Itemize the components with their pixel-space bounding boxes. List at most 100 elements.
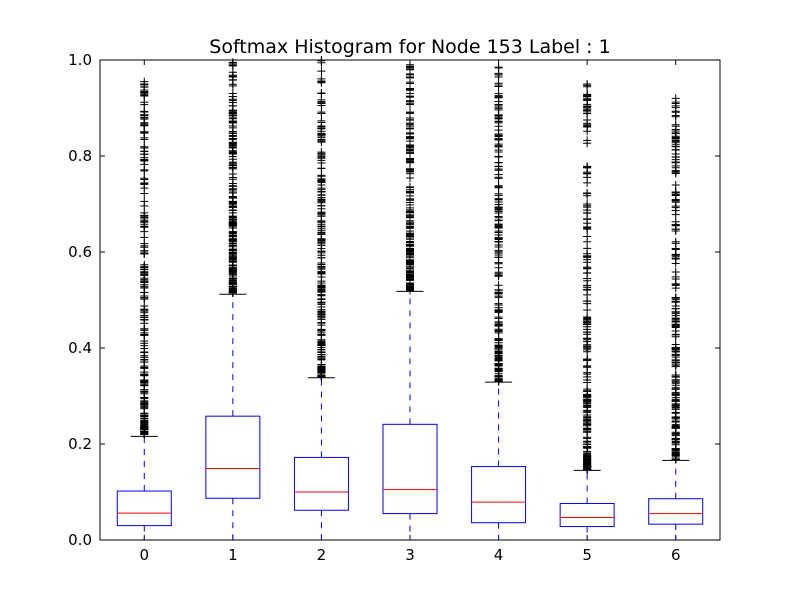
outlier-marker [317,239,326,248]
outlier-marker [140,356,149,365]
outlier-marker [317,133,326,142]
outlier-marker [494,93,503,102]
y-tick-label: 0.4 [68,339,92,357]
outlier-marker [494,146,503,155]
outlier-marker [583,191,592,200]
x-tick-label: 1 [228,546,238,564]
outlier-marker [494,79,503,88]
outlier-marker [228,241,237,250]
outlier-marker [406,60,414,69]
outlier-markers [583,80,592,474]
outlier-marker [317,345,326,354]
outlier-markers [494,63,503,386]
outlier-marker [583,306,592,315]
outlier-marker [671,347,680,356]
outlier-marker [583,425,592,434]
outlier-marker [317,77,326,86]
outlier-marker [671,149,680,158]
outlier-markers [317,56,326,381]
outlier-marker [494,173,503,182]
outlier-marker [494,166,503,175]
outlier-marker [583,316,592,325]
outlier-marker [140,315,149,324]
outlier-marker [494,334,503,343]
outlier-marker [140,348,149,357]
outlier-marker [406,196,414,205]
outlier-marker [406,182,414,191]
outlier-marker [583,345,592,354]
outlier-marker [317,268,326,277]
outlier-marker [494,230,503,239]
outlier-marker [406,92,414,101]
outlier-marker [228,118,237,127]
outlier-marker [406,256,414,265]
outlier-marker [406,122,414,131]
x-tick-label: 5 [582,546,592,564]
outlier-marker [494,118,503,127]
outlier-marker [317,305,326,314]
outlier-marker [494,63,503,72]
x-tick-label: 2 [317,546,327,564]
outlier-marker [317,336,326,345]
outlier-marker [140,147,149,156]
y-tick-label: 1.0 [68,51,92,69]
outlier-markers [228,58,237,297]
outlier-marker [317,360,326,369]
outlier-marker [406,227,414,236]
outlier-marker [671,293,680,302]
outlier-marker [494,307,503,316]
outlier-marker [583,249,592,258]
outlier-marker [671,434,680,443]
outlier-markers [671,94,680,464]
outlier-marker [583,418,592,427]
outlier-marker [406,166,414,175]
outlier-marker [140,404,149,413]
outlier-marker [317,154,326,163]
outlier-marker [228,80,237,89]
y-tick-label: 0.0 [68,531,92,549]
outlier-marker [140,363,149,372]
outlier-marker [494,317,503,326]
outlier-marker [583,444,592,453]
outlier-markers [406,60,414,295]
outlier-marker [671,381,680,390]
outlier-marker [671,221,680,230]
outlier-marker [140,77,149,86]
box-iqr [471,466,527,524]
outlier-marker [140,135,149,144]
outlier-marker [406,238,414,247]
outlier-marker [317,330,326,339]
y-tick-label: 0.6 [68,243,92,261]
outlier-marker [406,273,414,282]
outlier-marker [671,444,680,453]
outlier-marker [583,107,592,116]
outlier-marker [140,208,149,217]
outlier-marker [671,245,680,254]
outlier-marker [494,158,503,167]
outlier-marker [671,327,680,336]
outlier-marker [140,220,149,229]
outlier-marker [494,375,503,384]
outlier-marker [583,297,592,306]
outlier-marker [140,246,149,255]
plot-frame [99,59,721,541]
outlier-marker [140,202,149,211]
outlier-marker [494,102,503,111]
outlier-marker [583,328,592,337]
outlier-marker [140,233,149,242]
outlier-marker [494,269,503,278]
outlier-marker [583,461,592,470]
outlier-marker [671,195,680,204]
outlier-marker [671,391,680,400]
outlier-marker [406,157,414,166]
outlier-marker [228,129,237,138]
outlier-marker [494,281,503,290]
outlier-marker [317,99,326,108]
outlier-marker [406,108,414,117]
outlier-marker [140,305,149,314]
outlier-marker [583,406,592,415]
outlier-marker [671,180,680,189]
box-iqr [205,415,261,499]
outlier-marker [671,127,680,136]
outlier-marker [317,258,326,267]
